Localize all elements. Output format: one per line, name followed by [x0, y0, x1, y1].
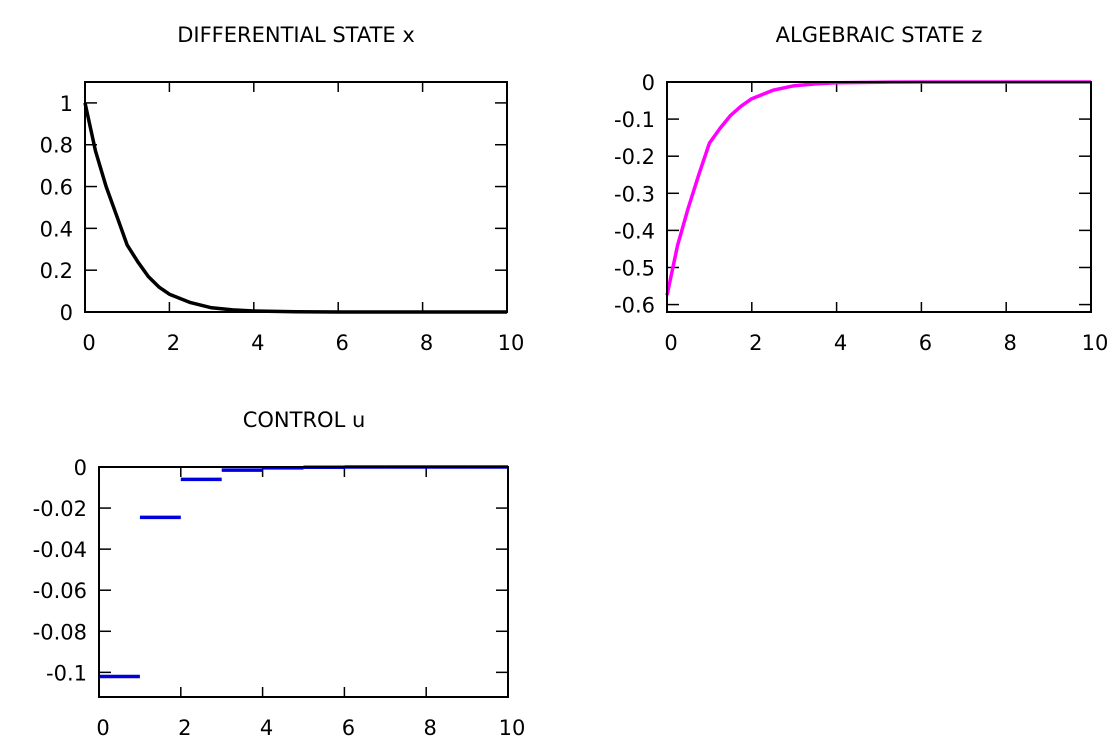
- y-tick-label: 0: [60, 301, 73, 325]
- plot-frame: [84, 81, 508, 313]
- x-tick-label: 8: [420, 331, 433, 355]
- y-tick-label: -0.1: [614, 108, 655, 132]
- plot-control-u: CONTROL u 0 2 4 6 8 10 -0.1 -0.08 -0.06 -0.04 -0.0…: [33, 408, 526, 740]
- y-tick-label: -0.08: [33, 620, 87, 644]
- y-tick-label: 1: [60, 92, 73, 116]
- x-tick-label: 8: [1004, 331, 1017, 355]
- y-tick-label: 0.4: [40, 217, 73, 241]
- y-tick-label: 0: [74, 456, 87, 480]
- axes: 0 2 4 6 8 10 -0.1 -0.08 -0.06 -0.04 -0.02 0: [33, 456, 526, 740]
- y-tick-label: -0.5: [614, 256, 655, 280]
- y-tick-label: -0.6: [614, 294, 655, 318]
- y-tick-label: 0: [642, 71, 655, 95]
- y-tick-label: -0.4: [614, 219, 655, 243]
- x-tick-label: 10: [498, 331, 525, 355]
- plot-algebraic-state-z: ALGEBRAIC STATE z 0 2 4 6 8 10 -0.6 -0.5 -0.4 -0.…: [614, 23, 1108, 355]
- x-tick-label: 2: [178, 716, 191, 740]
- x-tick-label: 4: [834, 331, 847, 355]
- y-tick-label: 0.8: [40, 134, 73, 158]
- plot-title: ALGEBRAIC STATE z: [776, 23, 983, 47]
- axes: 0 2 4 6 8 10 0 0.2 0.4 0.6 0.8 1: [40, 81, 525, 355]
- axes: 0 2 4 6 8 10 -0.6 -0.5 -0.4 -0.3 -0.2 -0.1 0: [614, 71, 1108, 355]
- x-tick-label: 10: [499, 716, 526, 740]
- x-tick-label: 2: [749, 331, 762, 355]
- x-tick-label: 8: [424, 716, 437, 740]
- x-tick-label: 6: [336, 331, 349, 355]
- plot-title: DIFFERENTIAL STATE x: [177, 23, 415, 47]
- x-tick-label: 4: [260, 716, 273, 740]
- x-tick-label: 6: [342, 716, 355, 740]
- series-line: [83, 102, 507, 314]
- plot-differential-state-x: DIFFERENTIAL STATE x 0 2 4 6 8 10 0 0.2 0.4 0.6 0.…: [40, 23, 525, 355]
- x-tick-label: 10: [1082, 331, 1109, 355]
- y-tick-label: -0.3: [614, 182, 655, 206]
- series-line: [665, 80, 1091, 296]
- y-tick-label: -0.04: [33, 538, 87, 562]
- x-tick-label: 2: [167, 331, 180, 355]
- plot-title: CONTROL u: [243, 408, 366, 432]
- y-tick-label: -0.1: [46, 661, 87, 685]
- x-tick-label: 4: [251, 331, 264, 355]
- x-tick-label: 0: [96, 716, 109, 740]
- plot-frame: [666, 81, 1092, 313]
- y-tick-label: -0.2: [614, 145, 655, 169]
- y-tick-label: -0.06: [33, 579, 87, 603]
- y-tick-label: 0.6: [40, 176, 73, 200]
- plot-frame: [98, 466, 509, 698]
- y-tick-label: 0.2: [40, 259, 73, 283]
- y-tick-label: -0.02: [33, 497, 87, 521]
- x-tick-label: 0: [664, 331, 677, 355]
- x-tick-label: 0: [82, 331, 95, 355]
- x-tick-label: 6: [919, 331, 932, 355]
